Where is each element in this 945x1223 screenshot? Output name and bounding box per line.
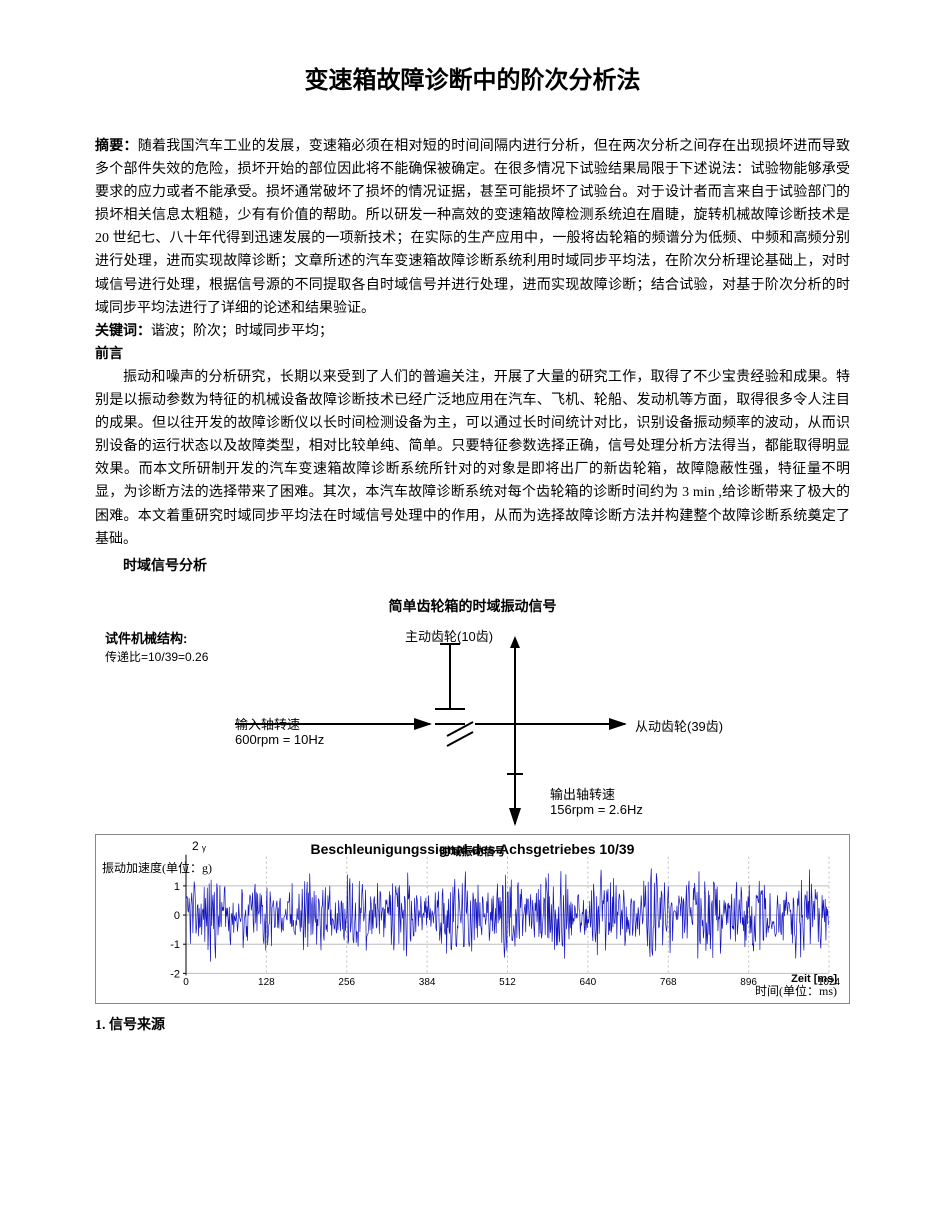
svg-text:-1: -1 — [170, 939, 180, 951]
chart-xlabel-cn: 时间(单位：ms) — [755, 982, 837, 999]
abstract-label: 摘要： — [95, 139, 138, 154]
svg-text:256: 256 — [338, 977, 355, 988]
keywords-line: 关键词：谐波；阶次；时域同步平均； — [95, 320, 850, 343]
keywords-label: 关键词： — [95, 324, 151, 339]
svg-text:384: 384 — [419, 977, 436, 988]
svg-text:768: 768 — [660, 977, 677, 988]
section-time-domain: 时域信号分析 — [95, 555, 850, 578]
gearbox-diagram: 试件机械结构: 传递比=10/39=0.26 主动齿轮(10齿) 从动齿轮(39… — [95, 624, 850, 834]
gearbox-svg — [215, 624, 775, 834]
svg-text:128: 128 — [258, 977, 275, 988]
svg-text:1: 1 — [174, 881, 180, 893]
vibration-chart: 2 ᵧ Beschleunigungssignal des Achsgetrie… — [95, 834, 850, 1004]
preface-label-line: 前言 — [95, 343, 850, 366]
svg-text:0: 0 — [183, 977, 189, 988]
figure-block: 简单齿轮箱的时域振动信号 试件机械结构: 传递比=10/39=0.26 主动齿轮… — [95, 596, 850, 1004]
page-title: 变速箱故障诊断中的阶次分析法 — [95, 60, 850, 95]
svg-text:0: 0 — [174, 910, 180, 922]
preface-label: 前言 — [95, 347, 123, 362]
abstract-paragraph: 摘要：随着我国汽车工业的发展，变速箱必须在相对短的时间间隔内进行分析，但在两次分… — [95, 135, 850, 320]
spec-ratio: 传递比=10/39=0.26 — [105, 648, 208, 665]
svg-text:640: 640 — [580, 977, 597, 988]
chart-title-de: Beschleunigungssignal des Achsgetriebes … — [96, 841, 849, 857]
svg-text:512: 512 — [499, 977, 516, 988]
chart-ylabel: 振动加速度(单位：g) — [102, 859, 212, 876]
figure-title: 简单齿轮箱的时域振动信号 — [95, 596, 850, 616]
preface-text: 振动和噪声的分析研究，长期以来受到了人们的普遍关注，开展了大量的研究工作，取得了… — [95, 366, 850, 551]
abstract-text: 随着我国汽车工业的发展，变速箱必须在相对短的时间间隔内进行分析，但在两次分析之间… — [95, 139, 850, 316]
spec-title: 试件机械结构: — [105, 628, 187, 647]
section-signal-source: 1. 信号来源 — [95, 1014, 850, 1037]
svg-text:-2: -2 — [170, 968, 180, 980]
keywords-text: 谐波；阶次；时域同步平均； — [151, 324, 333, 339]
